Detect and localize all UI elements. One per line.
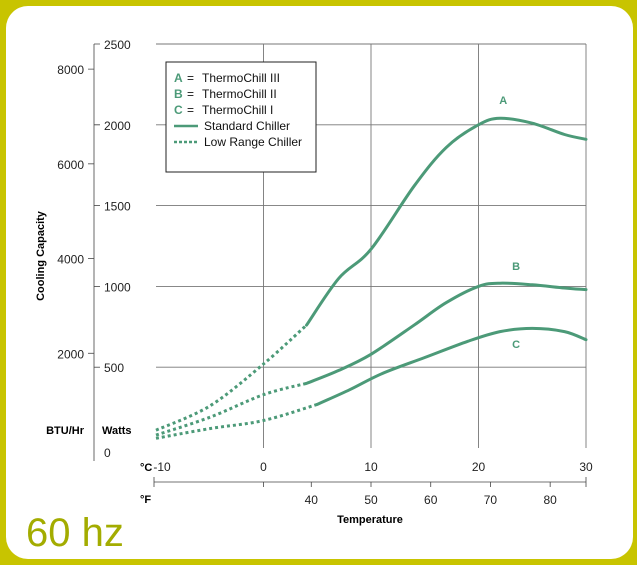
x-celsius-tick-label: 30: [579, 460, 593, 474]
x-celsius-tick-label: 0: [260, 460, 267, 474]
y-watts-tick-label: 1500: [104, 200, 131, 214]
x-fahrenheit-tick-label: 40: [305, 493, 319, 507]
grid: [156, 43, 587, 448]
series-a-label: A: [499, 95, 507, 107]
y-watts-tick-label: 500: [104, 361, 124, 375]
fahrenheit-unit-label: °F: [140, 494, 151, 506]
x-fahrenheit-tick-label: 60: [424, 493, 438, 507]
series-a-standard-line: [305, 116, 588, 327]
x-celsius-tick-label: 10: [364, 460, 378, 474]
chart-panel: 0 500 1000 1500 2000 2500 2000 4000 6000 8000 BTU/…: [6, 6, 633, 559]
btu-unit-label: BTU/Hr: [46, 425, 85, 437]
x-fahrenheit-tick-label: 70: [484, 493, 498, 507]
frequency-label: 60 hz: [26, 511, 124, 555]
y-watts-tick-label: 0: [104, 446, 111, 460]
y-axis-title: Cooling Capacity: [35, 210, 47, 301]
legend-equals: =: [187, 103, 194, 117]
legend-label: ThermoChill II: [202, 87, 277, 101]
x-fahrenheit-tick-label: 50: [364, 493, 378, 507]
legend-label: ThermoChill I: [202, 103, 273, 117]
y-btu-tick-label: 4000: [57, 253, 84, 267]
y-btu-tick-label: 8000: [57, 63, 84, 77]
legend-key-a: A: [174, 71, 183, 85]
axes: 050010001500200025002000400060008000BTU/…: [35, 38, 593, 526]
x-celsius-tick-label: -10: [153, 460, 171, 474]
series-b-label: B: [512, 261, 520, 273]
legend-key-c: C: [174, 103, 183, 117]
series-a-low-range-line: [155, 324, 308, 432]
legend-label: Standard Chiller: [204, 119, 290, 133]
legend-label: ThermoChill III: [202, 71, 280, 85]
legend-equals: =: [187, 87, 194, 101]
series-group: A B C: [155, 95, 588, 440]
y-watts-tick-label: 2500: [104, 38, 131, 52]
y-btu-tick-label: 2000: [57, 347, 84, 361]
series-b-low-range-line: [155, 381, 307, 437]
y-watts-tick-label: 2000: [104, 119, 131, 133]
x-fahrenheit-tick-label: 80: [543, 493, 557, 507]
y-watts-tick-label: 1000: [104, 280, 131, 294]
series-c-standard-line: [315, 326, 588, 406]
watts-unit-label: Watts: [102, 425, 132, 437]
legend: A = ThermoChill III B = ThermoChill II C = Therm…: [165, 61, 317, 173]
cooling-capacity-chart: 050010001500200025002000400060008000BTU/…: [26, 38, 593, 555]
legend-label: Low Range Chiller: [204, 135, 302, 149]
series-c-low-range-line: [155, 402, 318, 440]
legend-key-b: B: [174, 87, 183, 101]
celsius-unit-label: °C: [140, 462, 152, 474]
x-celsius-tick-label: 20: [472, 460, 486, 474]
series-c-label: C: [512, 339, 520, 351]
series-b-standard-line: [305, 281, 588, 385]
legend-box: [165, 61, 317, 173]
legend-equals: =: [187, 71, 194, 85]
x-axis-title: Temperature: [337, 514, 403, 526]
y-btu-tick-label: 6000: [57, 158, 84, 172]
